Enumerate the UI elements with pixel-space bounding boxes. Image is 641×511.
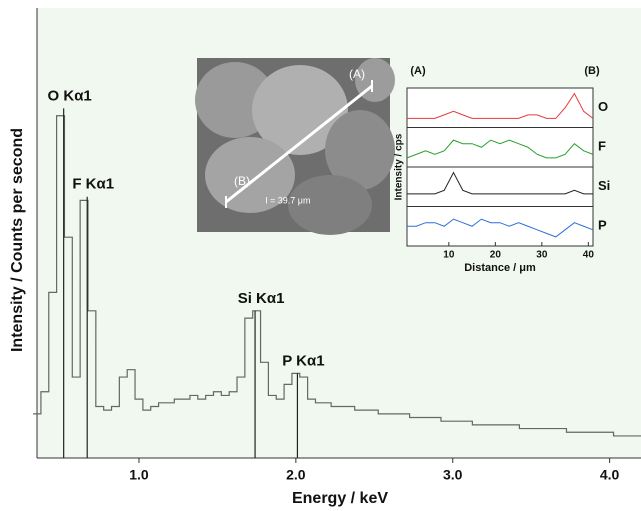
peak-label: F Kα1 xyxy=(72,176,114,193)
image-label: (B) xyxy=(234,174,250,188)
profile-line xyxy=(407,218,594,238)
peak-label: P Kα1 xyxy=(282,352,324,369)
x-axis-title: Distance / μm xyxy=(464,262,536,274)
channel-label: O xyxy=(598,99,608,114)
channel-label: F xyxy=(598,139,606,154)
peak-label: Si Kα1 xyxy=(238,290,285,307)
spectrum-line xyxy=(33,115,641,437)
x-tick-label: 10 xyxy=(443,250,455,261)
y-axis-title: Intensity / Counts per second xyxy=(9,128,26,352)
x-tick-label: 4.0 xyxy=(600,467,620,483)
sem-image xyxy=(195,58,395,235)
image-label: (A) xyxy=(349,67,365,81)
x-axis-title: Energy / keV xyxy=(292,490,388,507)
channel-label: Si xyxy=(598,178,610,193)
x-tick-label: 1.0 xyxy=(129,467,149,483)
scale-label: l = 39.7 μm xyxy=(266,195,311,205)
y-axis-title: Intensity / cps xyxy=(394,133,405,200)
x-tick-label: 20 xyxy=(490,250,502,261)
x-tick-label: 30 xyxy=(536,250,548,261)
profile-line xyxy=(407,171,593,195)
endpoint-label: (B) xyxy=(584,65,600,77)
x-tick-label: 2.0 xyxy=(286,467,306,483)
peak-label: O Kα1 xyxy=(48,87,92,104)
x-tick-label: 3.0 xyxy=(443,467,463,483)
profile-line xyxy=(407,92,594,119)
profile-line xyxy=(406,139,594,159)
x-tick-label: 40 xyxy=(583,250,595,261)
endpoint-label: (A) xyxy=(410,65,426,77)
channel-label: P xyxy=(598,218,607,233)
